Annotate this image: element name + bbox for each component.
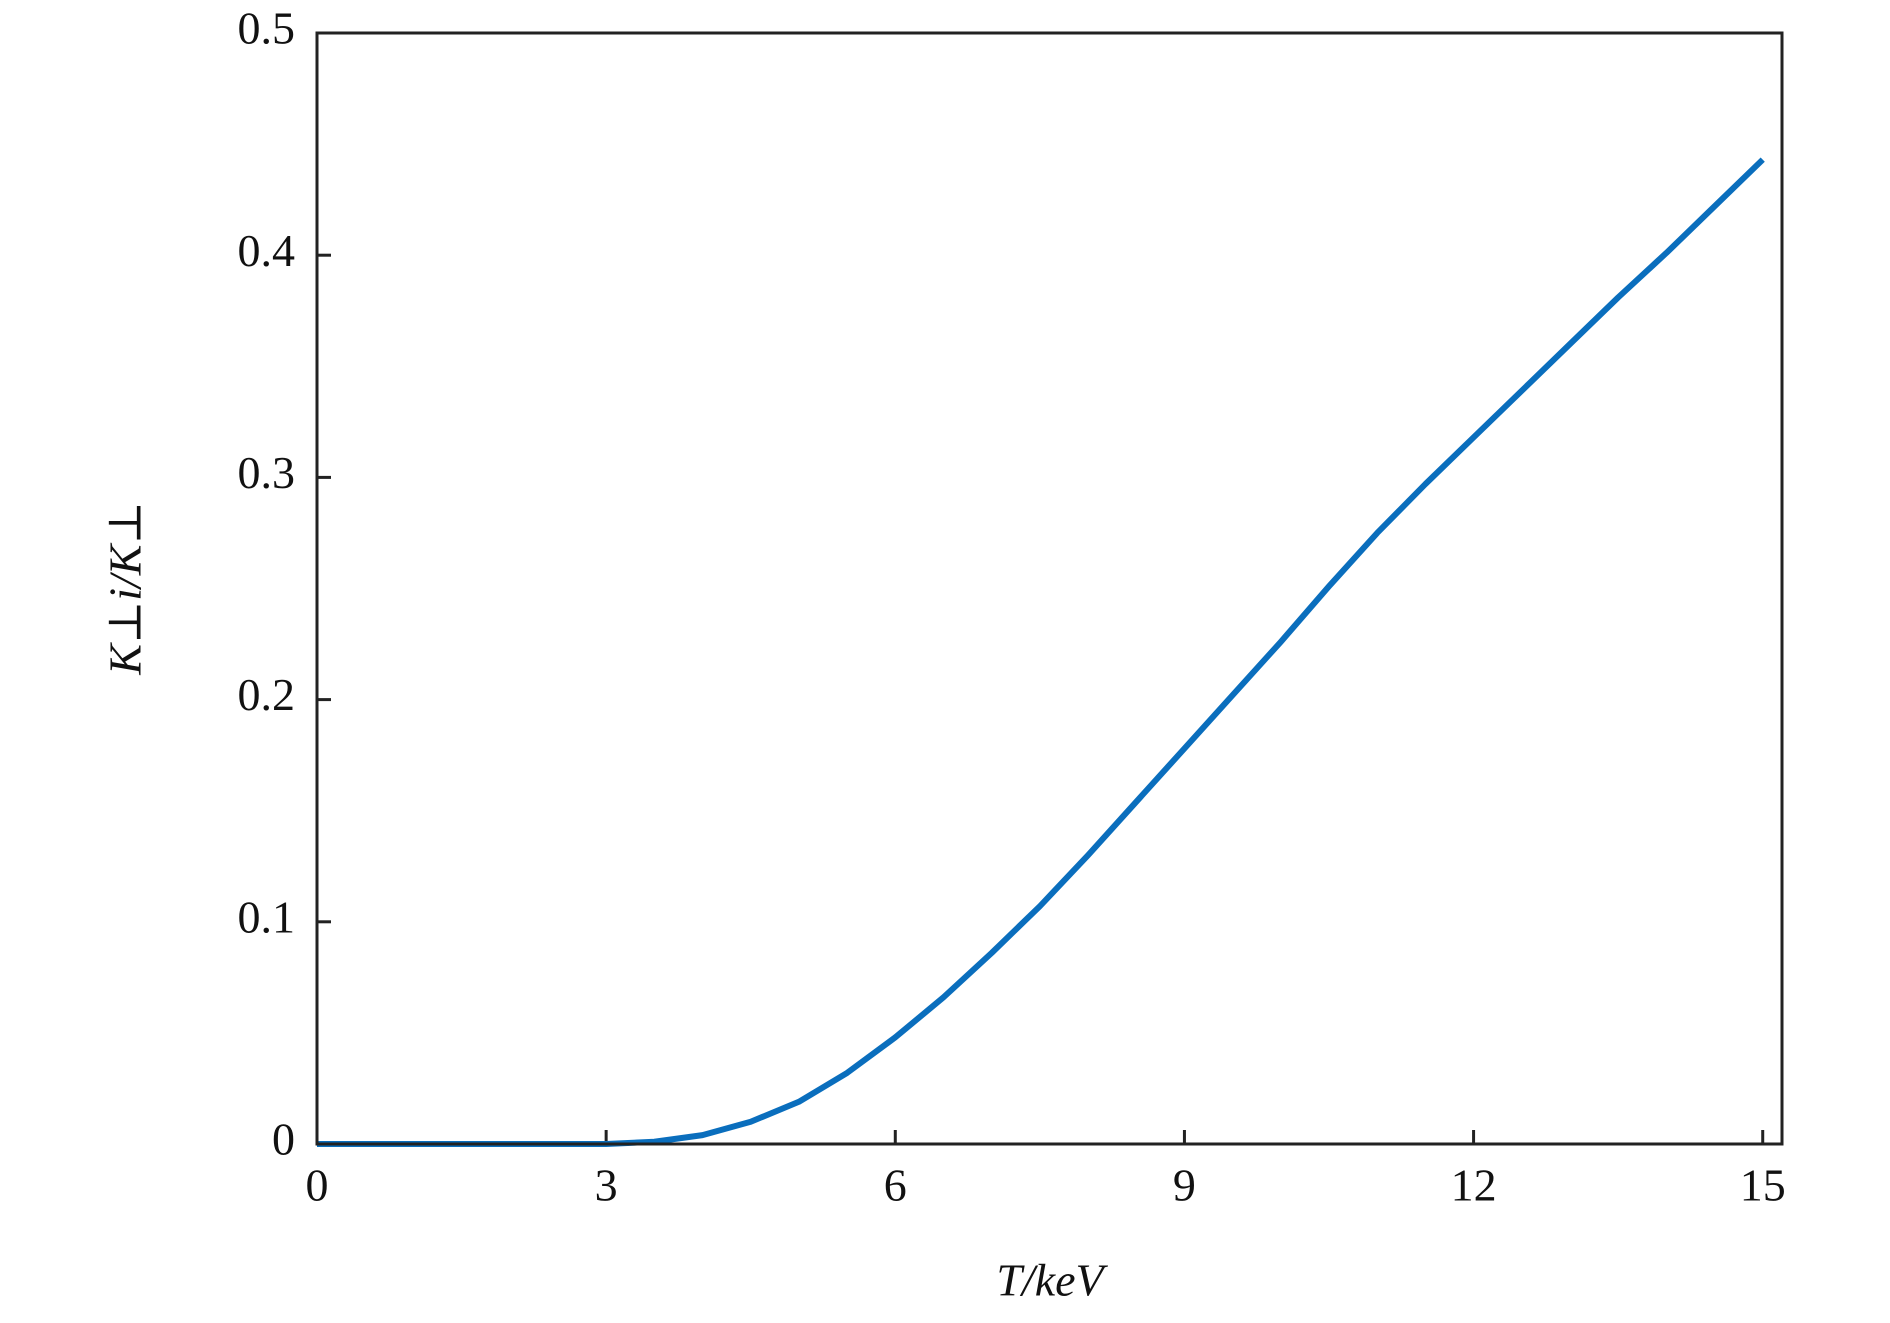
data-line [317, 157, 1765, 1147]
y-tick-label: 0.1 [238, 891, 296, 942]
x-tick-label: 6 [884, 1160, 907, 1211]
plot-frame [315, 31, 1784, 1146]
x-tick-label: 0 [306, 1160, 329, 1211]
y-tick-label: 0.2 [238, 669, 296, 720]
y-tick-label: 0 [272, 1114, 295, 1165]
x-axis-label: T/keV [996, 1255, 1108, 1306]
y-tick-label: 0.3 [238, 447, 296, 498]
x-tick-label: 9 [1173, 1160, 1196, 1211]
x-tick-label: 15 [1740, 1160, 1786, 1211]
x-tick-label: 3 [595, 1160, 618, 1211]
y-tick-label: 0.5 [238, 3, 296, 54]
x-tick-label: 12 [1451, 1160, 1497, 1211]
y-axis-label: K⊥i/K⊥ [100, 501, 151, 675]
y-tick-label: 0.4 [238, 225, 296, 276]
